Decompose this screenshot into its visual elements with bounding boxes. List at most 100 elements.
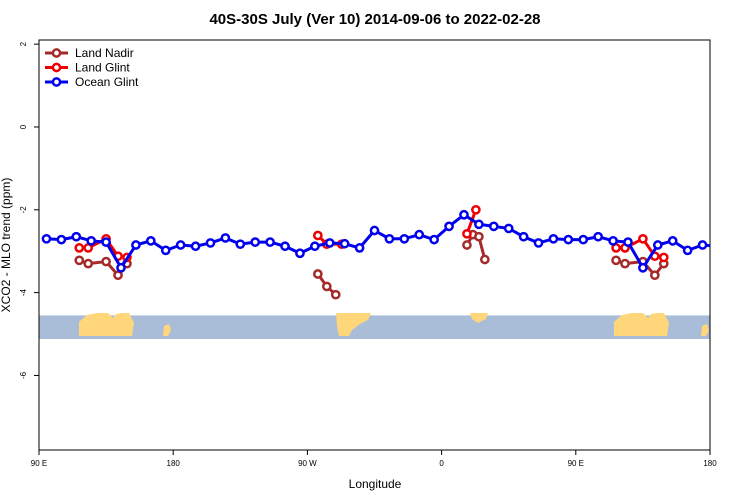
legend-swatch-point [51,48,62,58]
legend-label: Land Nadir [75,46,134,60]
ocean-glint-point [324,238,335,248]
ocean-glint-point [488,221,499,232]
ocean-glint-point [71,231,82,242]
land-nadir-point [620,258,630,269]
land-nadir-point [74,255,85,266]
x-tick-label: 180 [703,459,717,468]
legend-label: Land Glint [75,61,130,75]
ocean-glint-point [384,233,395,244]
ocean-glint-point [235,239,246,250]
legend-item-land-nadir: Land Nadir [45,46,134,60]
x-axis: 90 E 180 90 W 0 90 E 180 [31,450,717,468]
y-tick-label: 0 [19,124,28,129]
ocean-glint-point [533,238,544,248]
ocean-glint-point [682,245,693,256]
x-tick-label: 90 W [298,459,317,468]
land-glint-point [471,204,481,215]
ocean-glint-point [190,241,201,252]
y-axis-label: XCO2 - MLO trend (ppm) [0,178,13,313]
ocean-glint-point [414,229,425,240]
ocean-glint-point [160,245,171,256]
land-ocean-band [39,313,710,340]
land-shapes [79,313,709,336]
land-glint-point [74,243,85,253]
tasmania-land-repeat [701,324,709,336]
ocean-glint-point [729,239,736,246]
ocean-glint-point [86,236,97,246]
ocean-glint-point [101,237,111,247]
ocean-glint-point [444,221,454,232]
ocean-glint-point [744,234,750,241]
land-nadir-point [83,258,94,269]
ocean-glint-point [280,241,290,252]
tasmania-land [163,324,171,336]
south-africa-land [470,313,488,323]
australia-land-repeat [614,313,669,336]
land-nadir-point [312,269,323,279]
legend-swatch-point [51,77,62,87]
ocean-glint-point [638,262,648,273]
ocean-glint-point [714,243,721,250]
ocean-glint-point [563,234,574,245]
land-nadir-point [611,255,621,266]
land-nadir-point [649,270,660,281]
ocean-glint-point [369,225,380,236]
south-america-land [336,313,371,336]
ocean-glint-point [250,237,261,247]
land-glint-point [638,233,648,244]
x-axis-label: Longitude [349,477,402,491]
ocean-glint-point [175,240,186,250]
y-axis: 2 0 -2 -4 -6 [19,41,39,379]
ocean-glint-point [697,240,708,250]
series-land-nadir [74,229,669,300]
land-nadir-point [462,240,472,250]
legend-label: Ocean Glint [75,75,139,89]
land-nadir-point [330,289,341,300]
legend-swatch-point [51,62,62,73]
y-tick-label: 2 [19,41,28,46]
ocean-glint-point [503,223,514,234]
land-glint-point [462,228,472,239]
land-nadir-point [113,270,123,281]
land-glint-point [658,252,669,263]
chart-title: 40S-30S July (Ver 10) 2014-09-06 to 2022… [209,11,540,28]
ocean-glint-point [339,238,350,249]
australia-land [79,313,134,336]
series-layer [41,204,750,300]
ocean-glint-point [265,237,275,247]
x-tick-label: 0 [439,459,444,468]
land-nadir-point [101,256,111,267]
series-ocean-glint [41,209,750,273]
ocean-glint-point [310,241,320,252]
land-nadir-point [321,281,332,292]
ocean-glint-point [399,233,410,244]
legend-item-ocean-glint: Ocean Glint [45,75,139,89]
ocean-glint-point [667,236,678,246]
ocean-glint-point [518,231,529,242]
ocean-glint-point [41,233,52,244]
land-glint-point [312,230,323,241]
ocean-glint-point [474,219,484,230]
x-tick-label: 90 E [568,459,584,468]
land-nadir-point [474,231,484,242]
x-tick-label: 90 E [31,459,47,468]
ocean-glint-point [578,234,589,245]
ocean-glint-point [354,243,365,253]
ocean-glint-point [548,233,559,244]
ocean-glint-point [608,236,618,246]
ocean-glint-point [459,209,469,220]
ocean-glint-point [116,262,126,273]
ocean-glint-point [220,233,231,243]
y-tick-label: -2 [19,206,28,214]
x-tick-label: 180 [167,459,181,468]
ocean-glint-point [205,238,216,248]
ocean-glint-point [623,237,633,247]
ocean-glint-point [56,234,67,245]
ocean-glint-point [652,240,663,250]
ocean-glint-point [131,240,141,250]
land-nadir-point [479,254,490,265]
legend-item-land-glint: Land Glint [45,61,130,75]
ocean-glint-point [593,231,604,242]
